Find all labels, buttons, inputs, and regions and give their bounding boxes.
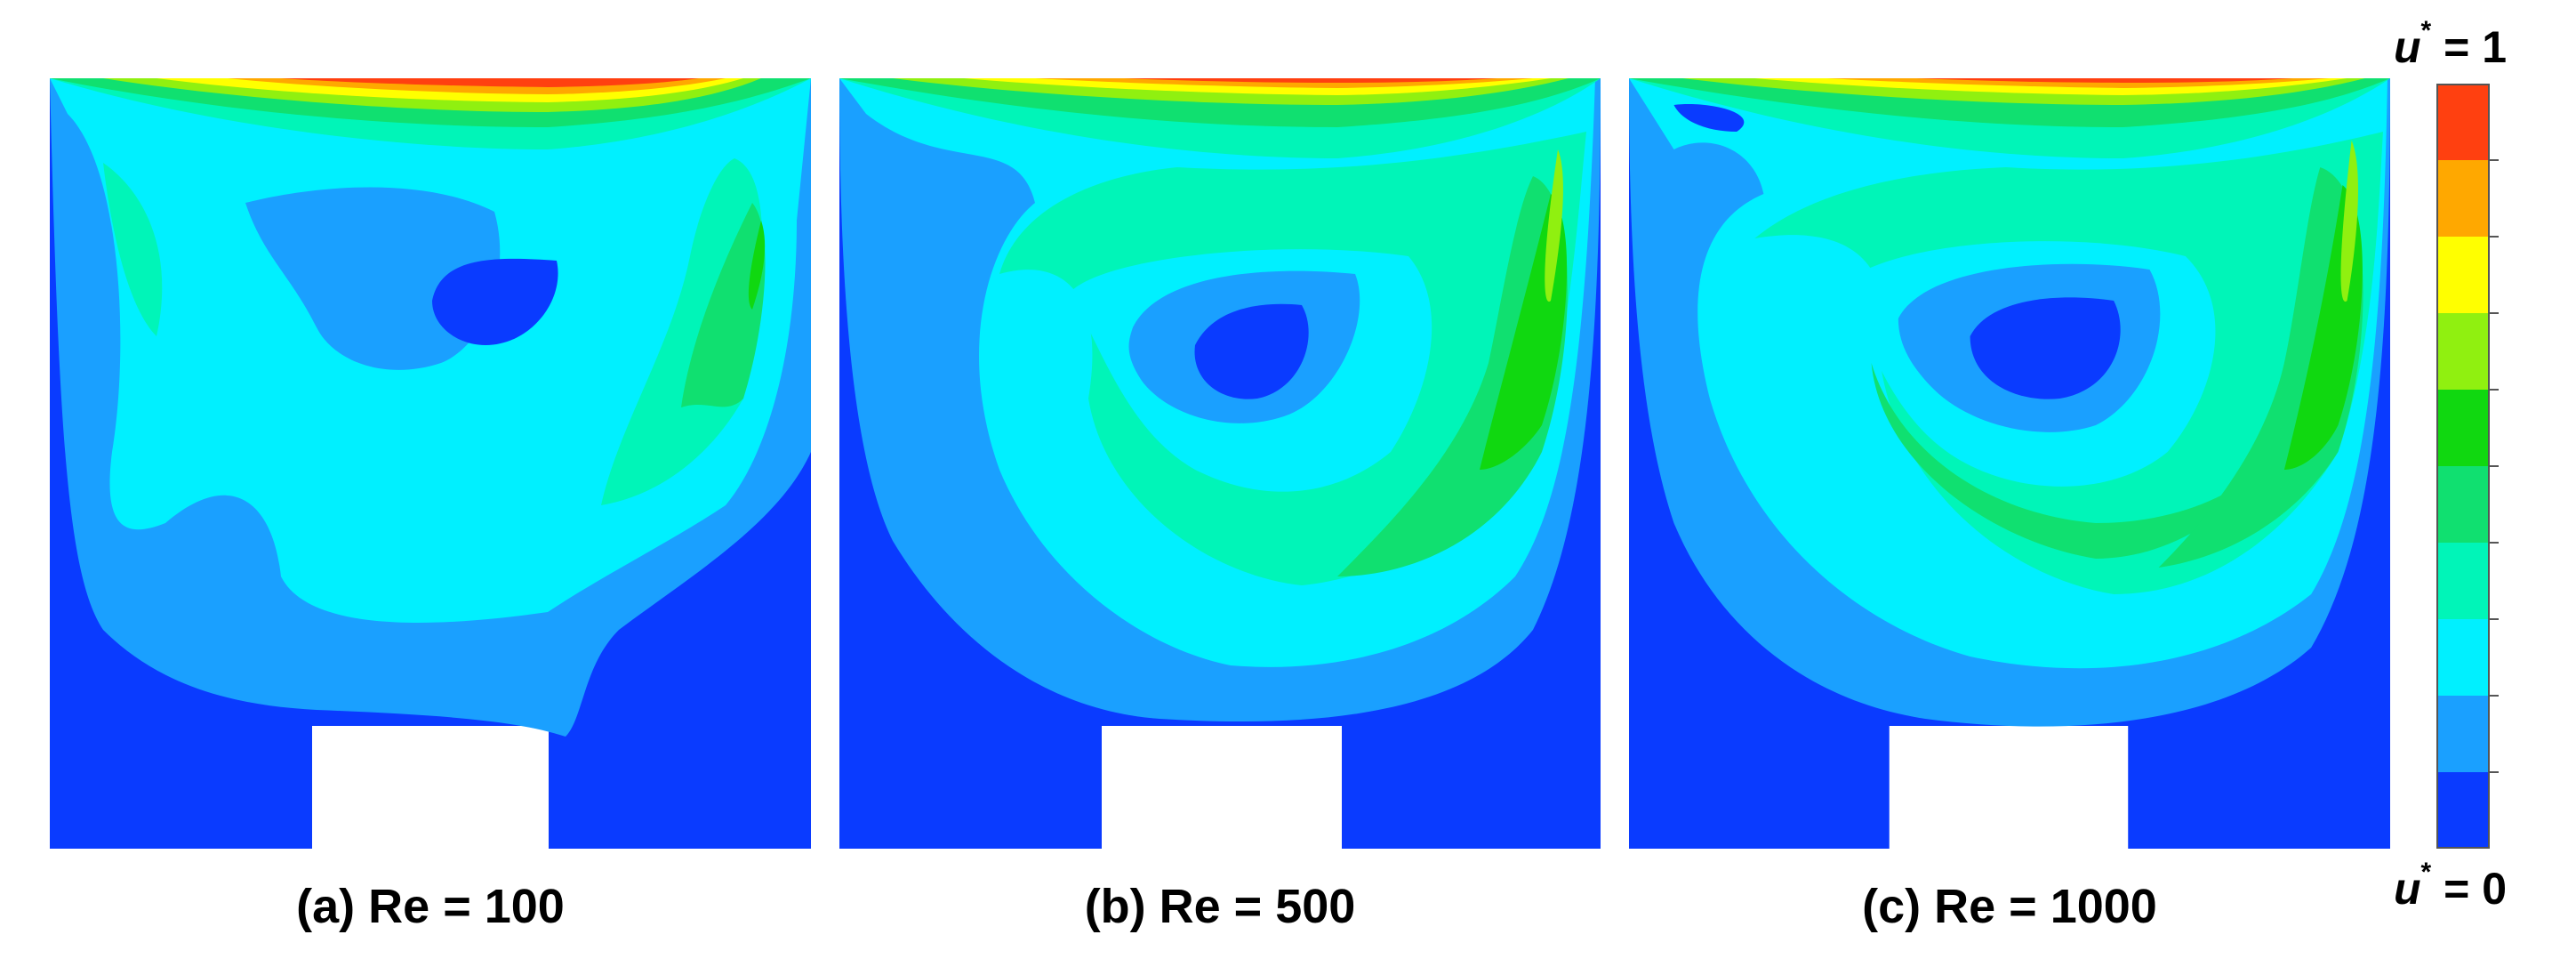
contour-plot-re100	[50, 78, 811, 849]
colorbar-band	[2436, 237, 2490, 313]
obstacle-block	[312, 726, 549, 849]
colorbar-band	[2436, 160, 2490, 237]
contour-panel-re500	[839, 78, 1601, 849]
obstacle-block	[1889, 726, 2129, 849]
colorbar-var: u	[2394, 22, 2421, 72]
colorbar-min-label: u* = 0	[2394, 858, 2508, 915]
colorbar-band	[2436, 466, 2490, 543]
colorbar-border	[2436, 84, 2490, 849]
colorbar-sup-min: *	[2420, 858, 2432, 887]
colorbar-band	[2436, 313, 2490, 390]
colorbar	[2436, 84, 2499, 849]
caption-re500: (b) Re = 500	[1084, 880, 1356, 933]
colorbar-band	[2436, 619, 2490, 696]
caption-re100: (a) Re = 100	[296, 880, 565, 933]
colorbar-var-min: u	[2394, 864, 2421, 914]
contour-plot-re1000	[1629, 78, 2390, 849]
caption-re1000: (c) Re = 1000	[1862, 880, 2157, 933]
contour-panel-re1000	[1629, 78, 2390, 849]
colorbar-band	[2436, 390, 2490, 466]
colorbar-band	[2436, 772, 2490, 849]
colorbar-min-text: = 0	[2431, 864, 2508, 914]
contour-plot-re500	[839, 78, 1601, 849]
colorbar-band	[2436, 84, 2490, 160]
colorbar-max-label: u* = 1	[2394, 16, 2508, 73]
obstacle-block	[1102, 726, 1342, 849]
colorbar-sup: *	[2420, 16, 2432, 45]
contour-panel-re100	[50, 78, 811, 849]
colorbar-band	[2436, 696, 2490, 772]
colorbar-band	[2436, 543, 2490, 619]
colorbar-max-text: = 1	[2431, 22, 2508, 72]
